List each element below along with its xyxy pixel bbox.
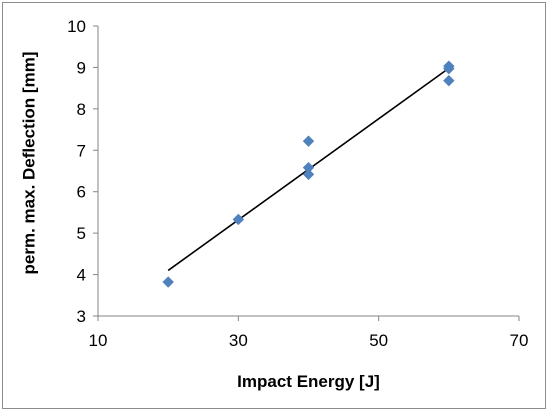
data-point <box>162 276 174 288</box>
y-tick-label: 3 <box>77 307 86 326</box>
x-tick-label: 30 <box>229 331 248 350</box>
y-tick-label: 5 <box>77 224 86 243</box>
scatter-chart: 3 4 5 6 7 8 9 10 10 30 50 70 Impact Energy [J] perm… <box>19 17 528 391</box>
x-tick-label: 70 <box>510 331 529 350</box>
y-tick-label: 9 <box>77 58 86 77</box>
axes <box>93 25 520 321</box>
y-tick-label: 4 <box>77 266 86 285</box>
data-point <box>302 135 315 147</box>
data-point <box>302 168 315 181</box>
y-tick-label: 6 <box>77 183 86 202</box>
data-point <box>443 74 455 87</box>
y-tick-label: 8 <box>77 100 86 119</box>
data-point <box>443 62 455 75</box>
y-axis-title: perm. max. Deflection [mm] <box>19 52 38 275</box>
x-tick-label: 50 <box>369 331 388 350</box>
data-point <box>232 213 245 226</box>
data-points <box>162 60 455 288</box>
chart-frame: 3 4 5 6 7 8 9 10 10 30 50 70 Impact Energy [J] perm… <box>2 2 546 409</box>
x-tick-label: 10 <box>89 331 108 350</box>
y-tick-label: 10 <box>67 17 86 36</box>
x-axis-title: Impact Energy [J] <box>237 372 380 391</box>
tick-labels: 3 4 5 6 7 8 9 10 10 30 50 70 <box>67 17 528 350</box>
y-tick-label: 7 <box>77 141 86 160</box>
